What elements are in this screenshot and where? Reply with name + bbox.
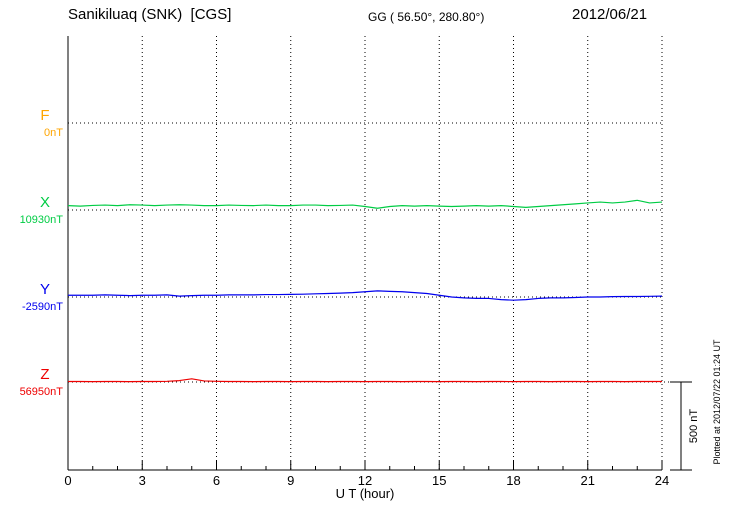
component-labels: F 0nT X 10930nT Y -2590nT Z 56950nT [20, 107, 64, 398]
x-tick-label-12: 12 [358, 473, 372, 488]
geographic-coordinates: GG ( 56.50°, 280.80°) [368, 10, 485, 24]
component-letter-F: F [40, 107, 49, 124]
x-tick-label-24: 24 [655, 473, 669, 488]
x-tick-label-3: 3 [139, 473, 146, 488]
trace-Z [68, 378, 662, 383]
data-traces [67, 199, 663, 383]
component-letter-Z: Z [40, 366, 49, 383]
component-baseline-label-X: 10930nT [20, 214, 64, 226]
component-baseline-label-Y: -2590nT [22, 301, 63, 313]
x-tick-label-9: 9 [287, 473, 294, 488]
component-letter-Y: Y [40, 281, 50, 298]
x-tick-label-21: 21 [581, 473, 595, 488]
x-tick-label-15: 15 [432, 473, 446, 488]
component-baseline-label-Z: 56950nT [20, 386, 64, 398]
station-title: Sanikiluaq (SNK) [CGS] [68, 6, 232, 23]
tick-marks [67, 461, 663, 470]
x-tick-label-18: 18 [506, 473, 520, 488]
grid-lines [67, 36, 676, 470]
x-tick-label-0: 0 [64, 473, 71, 488]
plotted-at-note: Plotted at 2012/07/22 01:24 UT [712, 339, 722, 465]
trace-X [67, 199, 663, 209]
component-letter-X: X [40, 194, 50, 211]
scale-bar: 500 nT [670, 381, 700, 471]
trace-Y [68, 290, 663, 301]
plot-date: 2012/06/21 [572, 6, 648, 23]
x-axis-title: U T (hour) [335, 486, 395, 501]
component-baseline-label-F: 0nT [44, 127, 63, 139]
x-tick-label-6: 6 [213, 473, 220, 488]
scale-bar-label: 500 nT [688, 409, 700, 444]
tick-labels: 0 3 6 9 12 15 18 21 24 [64, 473, 669, 488]
